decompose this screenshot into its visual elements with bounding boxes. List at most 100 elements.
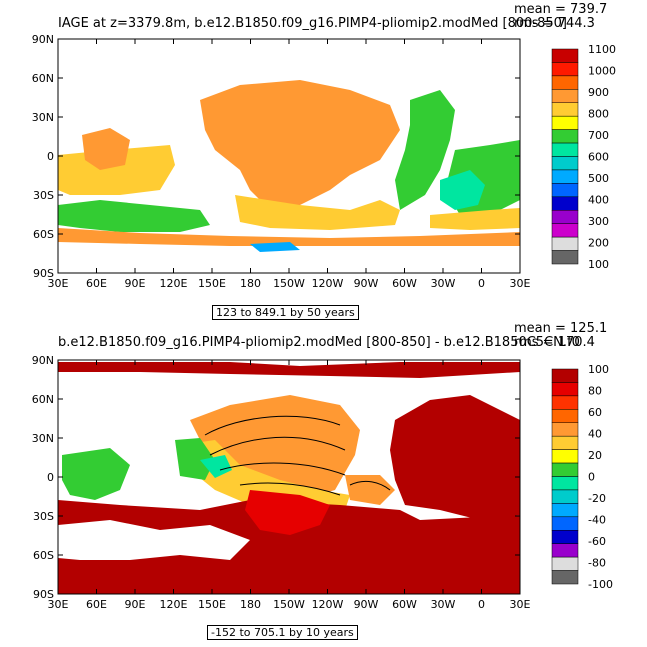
x-tick-label: 60E (86, 598, 107, 611)
panel2-field-orange-pacific (190, 395, 360, 500)
colorbar-label: -20 (588, 492, 606, 505)
colorbar-swatch (551, 530, 579, 544)
x-tick-label: 60E (86, 277, 107, 290)
y-tick-label: 90N (32, 354, 54, 367)
x-tick-label: 150W (273, 277, 305, 290)
panel2-title: b.e12.B1850.f09_g16.PIMP4-pliomip2.modMe… (58, 335, 580, 350)
panel1-title: IAGE at z=3379.8m, b.e12.B1850.f09_g16.P… (58, 16, 567, 31)
y-tick-label: 90S (33, 267, 54, 280)
y-tick-label: 30S (33, 189, 54, 202)
colorbar-label: 400 (588, 194, 609, 207)
y-tick-label: 60N (32, 72, 54, 85)
x-tick-label: 150W (273, 598, 305, 611)
colorbar-label: -80 (588, 557, 606, 570)
panel1-field-green-atlantic (395, 90, 455, 210)
colorbar-label: 900 (588, 86, 609, 99)
panel2-contour-3 (219, 462, 346, 476)
x-tick-label: 30E (510, 598, 531, 611)
x-tick-label: 0 (478, 277, 485, 290)
panel2-contour-4 (239, 482, 341, 496)
panel2-contour-1 (204, 415, 341, 436)
panel2-mean: mean = 125.1 (514, 321, 608, 336)
x-tick-label: 180 (240, 277, 261, 290)
colorbar-label: 100 (588, 363, 609, 376)
panel1-field-orange-indian (82, 128, 130, 170)
colorbar-swatch (551, 435, 579, 450)
colorbar-label: 300 (588, 215, 609, 228)
colorbar-swatch (551, 196, 579, 211)
colorbar-swatch (551, 476, 579, 491)
panel2-field-green-pacific (175, 438, 215, 480)
x-tick-label: 30E (48, 598, 69, 611)
colorbar-swatch (551, 156, 579, 171)
panel1-map (58, 39, 520, 273)
x-tick-label: 30W (431, 277, 456, 290)
x-tick-label: 150E (198, 277, 226, 290)
panel1-field-orange-pacific (200, 80, 400, 210)
colorbar-label: -60 (588, 535, 606, 548)
panel2-field-green-west (62, 448, 130, 500)
x-tick-label: 30E (48, 277, 69, 290)
colorbar-swatch (551, 462, 579, 477)
y-tick-label: 60S (33, 228, 54, 241)
y-tick-label: 30S (33, 510, 54, 523)
colorbar-swatch (551, 210, 579, 224)
colorbar-swatch (551, 75, 579, 90)
x-tick-label: 30W (431, 598, 456, 611)
x-tick-label: 120E (160, 277, 188, 290)
panel2-range-label: -152 to 705.1 by 10 years (207, 625, 358, 640)
colorbar-label: -100 (588, 578, 613, 591)
colorbar-label: 0 (588, 471, 595, 484)
colorbar-swatch (551, 183, 579, 198)
colorbar-label: 20 (588, 449, 602, 462)
panel2-contour-2 (209, 436, 346, 456)
y-tick-label: 30N (32, 432, 54, 445)
colorbar-swatch (551, 102, 579, 117)
colorbar-label: -40 (588, 514, 606, 527)
colorbar-label: 500 (588, 172, 609, 185)
colorbar-swatch (551, 115, 579, 130)
panel2-field-red-south (245, 490, 330, 535)
x-tick-label: 120W (312, 277, 344, 290)
colorbar-swatch (551, 409, 579, 423)
x-tick-label: 120W (312, 598, 344, 611)
colorbar-swatch (551, 129, 579, 144)
x-tick-label: 90E (125, 277, 146, 290)
y-tick-label: 0 (47, 471, 54, 484)
x-tick-label: 90E (125, 598, 146, 611)
colorbar-swatch (551, 503, 579, 518)
panel1-field-green-south (58, 200, 210, 232)
x-tick-label: 60W (392, 598, 417, 611)
panel1-rms: rms = 744.3 (514, 16, 595, 31)
colorbar-swatch (551, 48, 579, 63)
y-tick-label: 60S (33, 549, 54, 562)
panel2-field-darkred-arctic (58, 362, 520, 378)
x-tick-label: 150E (198, 598, 226, 611)
panel1-field-yellow-pacific (235, 195, 400, 230)
colorbar-swatch (551, 556, 579, 571)
y-tick-label: 60N (32, 393, 54, 406)
y-tick-label: 30N (32, 111, 54, 124)
colorbar-label: 700 (588, 129, 609, 142)
colorbar-swatch (551, 449, 579, 464)
colorbar-label: 1100 (588, 43, 616, 56)
colorbar-label: 100 (588, 258, 609, 271)
colorbar-label: 1000 (588, 65, 616, 78)
colorbar-swatch (551, 368, 579, 383)
panel2-map (58, 360, 520, 594)
panel1-field-cyan-atlantic (440, 170, 485, 210)
colorbar-label: 200 (588, 237, 609, 250)
colorbar-swatch (551, 223, 579, 238)
colorbar-label: 80 (588, 385, 602, 398)
y-tick-label: 90S (33, 588, 54, 601)
colorbar-label: 600 (588, 151, 609, 164)
panel2-field-cyan-patch (200, 455, 232, 478)
colorbar-swatch (551, 489, 579, 504)
colorbar-label: 60 (588, 406, 602, 419)
panel1-range-label: 123 to 849.1 by 50 years (212, 305, 359, 320)
colorbar-swatch (551, 236, 579, 251)
panel1-field-yellow-east (430, 208, 520, 230)
x-tick-label: 0 (478, 598, 485, 611)
y-tick-label: 0 (47, 150, 54, 163)
